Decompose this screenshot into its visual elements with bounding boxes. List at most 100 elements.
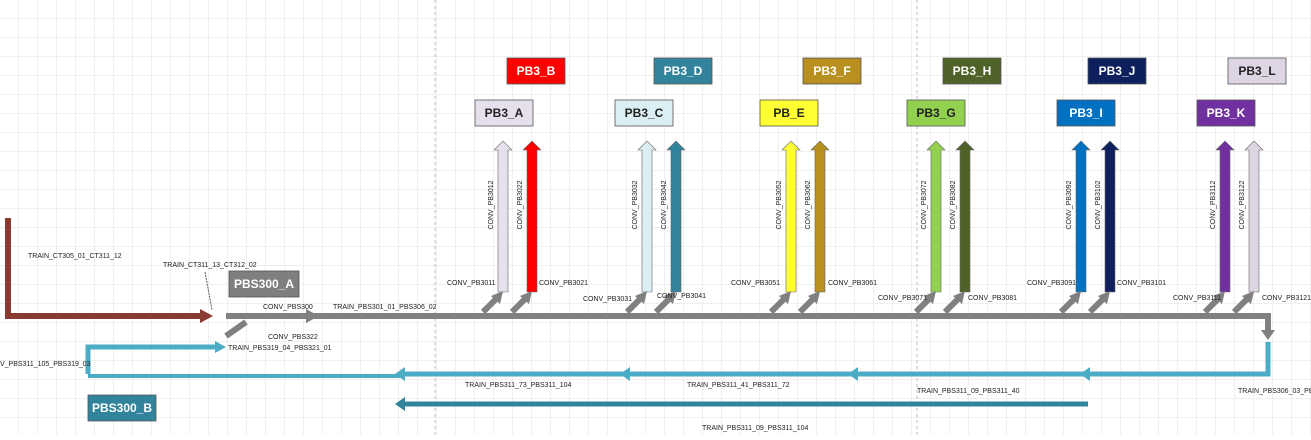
arrow-head: [491, 291, 503, 304]
arrow-head: [395, 367, 405, 381]
conveyor-label: CONV_PB3072: [921, 180, 928, 229]
node-label: PB3_A: [485, 106, 524, 120]
vertical-conveyor: [522, 140, 542, 293]
arrow-head: [664, 291, 676, 304]
feed-line: [509, 295, 529, 315]
arrow-head: [1069, 291, 1081, 304]
vertical-conveyor: [493, 140, 513, 293]
arrow-head: [215, 341, 226, 353]
node-label: PB3_J: [1099, 64, 1136, 78]
arrow-head: [200, 309, 213, 323]
conveyor-label: CONV_PB3031: [583, 296, 632, 303]
conveyor-label: CONV_PB3071: [878, 295, 927, 302]
feed-line: [797, 295, 817, 315]
node-label: PB3_K: [1207, 106, 1246, 120]
arrow-head: [808, 291, 820, 304]
conveyor-label: CONV_PB3022: [517, 180, 524, 229]
node-label: PB3_B: [517, 64, 556, 78]
feed-line: [653, 295, 673, 315]
conveyor-label: CONV_PB3121: [1262, 295, 1311, 302]
return-line: [405, 342, 1271, 377]
node-box: [802, 57, 862, 85]
feed-line: [480, 295, 500, 315]
node-box: [759, 99, 819, 127]
feed-line: [1202, 295, 1222, 315]
conveyor-label: CONV_PB3082: [950, 180, 957, 229]
train-label: TRAIN_CT311_13_CT312_02: [163, 262, 257, 269]
conveyor-label: CONV_PB3012: [488, 180, 495, 229]
conveyor-label: CONV_PB3021: [539, 280, 588, 287]
feed-line: [768, 295, 788, 315]
arrow-head: [520, 291, 532, 304]
conveyor-label: CONV_PB3061: [828, 280, 877, 287]
train-label: TRAIN_PBS306_03_PBS3: [1238, 388, 1311, 395]
conveyor-label: CONV_PB3091: [1027, 280, 1076, 287]
node-label: PB3_H: [953, 64, 992, 78]
conveyor-label: CONV_PB3122: [1239, 180, 1246, 229]
conveyor-label: CONV_PB3011: [447, 280, 496, 287]
node-box: [906, 99, 966, 127]
conveyor-label: CONV_PB3052: [776, 180, 783, 229]
node-box: [614, 99, 674, 127]
arrow-head: [306, 309, 319, 323]
node-label: PB3_L: [1238, 64, 1275, 78]
conveyor-label: CONV_PB3041: [657, 293, 706, 300]
vertical-conveyor: [1215, 140, 1235, 293]
vertical-conveyor: [666, 140, 686, 293]
arrow-head: [924, 291, 936, 304]
arrow-head: [635, 291, 647, 304]
train-label: TRAIN_PBS311_09_PBS311_40: [917, 388, 1020, 395]
train-label: CONV_PBS322: [268, 334, 318, 341]
train-label: V_PBS311_105_PBS319_03: [0, 361, 91, 368]
conveyor-label: CONV_PB3062: [805, 180, 812, 229]
arrow-head: [395, 397, 405, 411]
arrow-head: [848, 367, 858, 381]
feed-line: [942, 295, 962, 315]
train-label: TRAIN_PBS311_41_PBS311_72: [687, 382, 790, 389]
feed-line: [913, 295, 933, 315]
vertical-conveyor: [955, 140, 975, 293]
arrow-head: [1080, 367, 1090, 381]
conveyor-label: CONV_PB3042: [661, 180, 668, 229]
conveyor-label: CONV_PB3112: [1210, 181, 1217, 230]
vertical-conveyor: [637, 140, 657, 293]
vertical-conveyor: [1244, 140, 1264, 293]
arrow-head: [779, 291, 791, 304]
node-box: [87, 394, 157, 422]
conveyor-label: CONV_PB3092: [1066, 180, 1073, 229]
return-line: [85, 344, 215, 374]
conveyor-label: CONV_PB3032: [632, 180, 639, 229]
vertical-conveyor: [781, 140, 801, 293]
train-label: TRAIN_PBS311_73_PBS311_104: [465, 382, 571, 389]
conveyor-label: CONV_PB3102: [1095, 180, 1102, 229]
train-label: TRAIN_CT305_01_CT311_12: [28, 253, 122, 260]
merge-line: [224, 319, 248, 339]
train-label: TRAIN_PBS311_09_PBS311_104: [702, 425, 808, 432]
feed-line: [1231, 295, 1251, 315]
node-label: PBS300_A: [234, 277, 294, 291]
node-box: [474, 99, 534, 127]
inbound-line: [5, 218, 200, 319]
arrow-head: [1242, 291, 1254, 304]
feed-line: [1058, 295, 1078, 315]
node-label: PB3_I: [1069, 106, 1102, 120]
vertical-conveyor: [810, 140, 830, 293]
node-box: [228, 270, 300, 298]
node-box: [942, 57, 1002, 85]
conveyor-label: CONV_PB3111: [1173, 295, 1221, 302]
conveyor-label: CONV_PB3101: [1117, 280, 1166, 287]
main-line: [226, 313, 1271, 334]
node-box: [653, 57, 713, 85]
node-box: [1196, 99, 1256, 127]
arrow-head: [1261, 330, 1275, 340]
node-label: PB3_D: [664, 64, 703, 78]
node-label: PB_E: [773, 106, 804, 120]
vertical-conveyor: [1100, 140, 1120, 293]
conveyor-label: CONV_PB3051: [731, 280, 780, 287]
feed-line: [624, 295, 644, 315]
arrow-head: [953, 291, 965, 304]
node-label: PB3_F: [813, 64, 850, 78]
arrow-head: [620, 367, 630, 381]
feed-line: [1087, 295, 1107, 315]
